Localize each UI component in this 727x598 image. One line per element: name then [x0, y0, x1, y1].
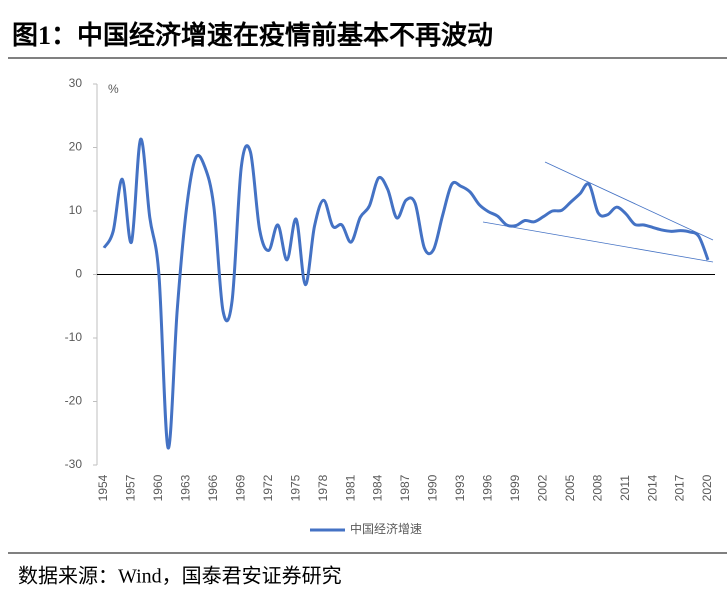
- y-tick-label: -20: [65, 394, 83, 408]
- trend-line: [544, 161, 714, 241]
- x-tick-label: 2014: [645, 474, 659, 501]
- y-tick-label: -30: [65, 457, 83, 471]
- x-tick-label: 1978: [316, 474, 330, 501]
- y-tick-label: 20: [69, 140, 83, 154]
- x-tick-label: 1969: [233, 474, 247, 501]
- x-tick-label: 1954: [96, 474, 110, 501]
- x-tick-label: 2008: [590, 474, 604, 501]
- x-tick-label: 1990: [426, 474, 440, 501]
- x-tick-label: 1996: [481, 474, 495, 501]
- y-tick-label: 10: [69, 203, 83, 217]
- x-tick-label: 1984: [371, 474, 385, 501]
- x-tick-label: 1975: [288, 474, 302, 501]
- x-tick-label: 2020: [700, 474, 714, 501]
- series-line: [102, 137, 710, 450]
- x-tick-label: 1981: [343, 474, 357, 501]
- source: 数据来源：Wind，国泰君安证券研究: [18, 565, 342, 588]
- legend-label: 中国经济增速: [350, 521, 422, 536]
- y-axis-label: %: [108, 82, 119, 96]
- y-tick-label: 0: [75, 267, 82, 281]
- x-tick-label: 2005: [563, 474, 577, 501]
- y-tick-label: 30: [69, 76, 83, 90]
- x-tick-label: 2017: [673, 474, 687, 501]
- x-tick-label: 1957: [124, 474, 138, 501]
- x-tick-label: 2011: [618, 475, 632, 501]
- x-tick-label: 1993: [453, 474, 467, 501]
- x-tick-label: 2002: [535, 474, 549, 501]
- x-tick-label: 1999: [508, 474, 522, 501]
- chart-title: 图1：中国经济增速在疫情前基本不再波动: [12, 20, 493, 50]
- x-tick-label: 1963: [179, 474, 193, 501]
- x-tick-label: 1972: [261, 474, 275, 501]
- x-tick-label: 1960: [151, 474, 165, 501]
- x-tick-label: 1966: [206, 474, 220, 501]
- x-tick-label: 1987: [398, 474, 412, 501]
- y-tick-label: -10: [65, 330, 83, 344]
- trend-line: [482, 221, 714, 263]
